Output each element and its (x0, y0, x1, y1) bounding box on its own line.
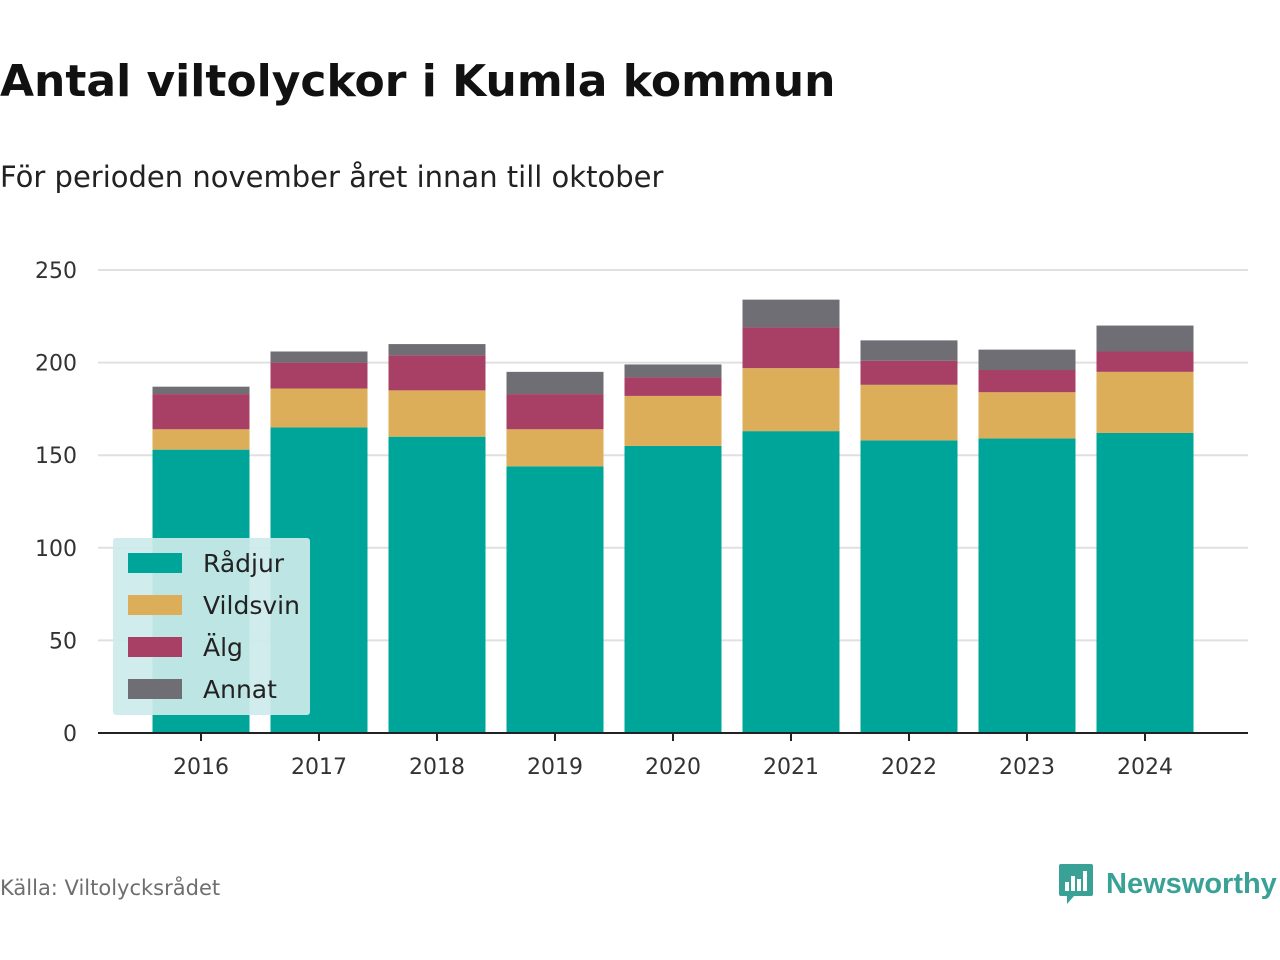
bar-segment-annat-2017 (270, 351, 368, 363)
legend-swatch-rådjur (128, 553, 182, 573)
bar-segment-vildsvin-2017 (270, 388, 368, 428)
legend-swatch-annat (128, 679, 182, 699)
x-tick-label: 2023 (999, 755, 1055, 780)
bar-segment-älg-2016 (152, 394, 250, 430)
x-tick-label: 2016 (173, 755, 229, 780)
bar-segment-vildsvin-2020 (624, 395, 722, 446)
y-tick-label: 0 (63, 722, 77, 747)
bar-segment-vildsvin-2022 (860, 384, 958, 441)
y-tick-label: 250 (35, 259, 77, 284)
bar-segment-älg-2021 (742, 327, 840, 369)
y-tick-label: 200 (35, 352, 77, 377)
brand-name: Newsworthy (1106, 867, 1277, 900)
bar-segment-annat-2019 (506, 371, 604, 395)
x-tick-label: 2021 (763, 755, 819, 780)
bar-segment-annat-2022 (860, 340, 958, 361)
x-tick-label: 2017 (291, 755, 347, 780)
bar-segment-rådjur-2018 (388, 436, 486, 733)
bar-segment-vildsvin-2019 (506, 429, 604, 467)
bar-segment-älg-2017 (270, 362, 368, 389)
bar-segment-älg-2019 (506, 394, 604, 430)
legend-swatch-älg (128, 637, 182, 657)
source-note: Källa: Viltolycksrådet (0, 876, 221, 900)
bar-segment-rådjur-2021 (742, 431, 840, 733)
stacked-bar-chart: 0 50 100 150 200 250 2016 2017 2018 2019 2020 2021… (35, 259, 1248, 780)
x-tick-label: 2020 (645, 755, 701, 780)
bar-segment-rådjur-2023 (978, 438, 1076, 733)
legend-label: Älg (203, 633, 243, 662)
legend-swatch-vildsvin (128, 595, 182, 615)
bar-segment-rådjur-2020 (624, 445, 722, 733)
bar-segment-annat-2024 (1096, 325, 1194, 352)
bar-segment-annat-2018 (388, 344, 486, 356)
y-tick-label: 150 (35, 444, 77, 469)
bar-segment-vildsvin-2018 (388, 390, 486, 437)
bar-segment-älg-2023 (978, 370, 1076, 393)
bar-segment-vildsvin-2023 (978, 392, 1076, 439)
bar-segment-annat-2020 (624, 364, 722, 378)
bar-segment-rådjur-2024 (1096, 432, 1194, 733)
legend-box (113, 538, 310, 715)
bar-segment-rådjur-2022 (860, 440, 958, 733)
brand-logo: Newsworthy (1058, 862, 1277, 906)
bar-segment-älg-2022 (860, 360, 958, 385)
legend: Rådjur Vildsvin Älg Annat (113, 538, 310, 715)
chart-subtitle: För perioden november året innan till ok… (0, 160, 664, 194)
legend-label: Vildsvin (203, 591, 300, 620)
chart-title: Antal viltolyckor i Kumla kommun (0, 56, 836, 107)
bar-segment-vildsvin-2021 (742, 368, 840, 432)
x-tick-label: 2024 (1117, 755, 1173, 780)
y-axis-ticks: 0 50 100 150 200 250 (35, 259, 77, 747)
y-tick-label: 50 (49, 629, 77, 654)
bar-segment-älg-2020 (624, 377, 722, 396)
bar-segment-vildsvin-2016 (152, 429, 250, 450)
x-tick-label: 2018 (409, 755, 465, 780)
legend-label: Annat (203, 675, 277, 704)
bar-segment-vildsvin-2024 (1096, 371, 1194, 433)
bar-segment-annat-2021 (742, 299, 840, 328)
x-tick-label: 2019 (527, 755, 583, 780)
x-axis-ticks: 2016 2017 2018 2019 2020 2021 2022 2023 2024 (173, 733, 1173, 780)
y-tick-label: 100 (35, 537, 77, 562)
bar-segment-rådjur-2019 (506, 466, 604, 733)
bar-segment-annat-2023 (978, 349, 1076, 371)
x-tick-label: 2022 (881, 755, 937, 780)
bar-segment-älg-2024 (1096, 351, 1194, 372)
newsworthy-logo-icon (1059, 864, 1093, 904)
bar-segment-annat-2016 (152, 386, 250, 395)
legend-label: Rådjur (203, 549, 285, 578)
bar-segment-älg-2018 (388, 355, 486, 391)
